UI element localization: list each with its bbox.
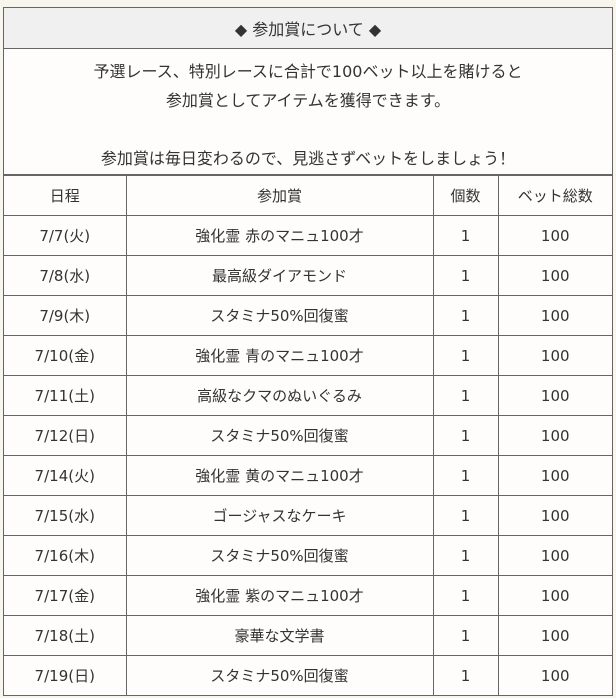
intro-line-1: 予選レース、特別レースに合計で100ベット以上を賭けると [93,62,523,81]
table-row: 7/10(金) 強化霊 青のマニュ100才 1 100 [4,335,612,376]
quantity-cell: 1 [432,335,499,376]
total-bet-cell: 100 [497,375,612,416]
quantity-cell: 1 [432,655,499,695]
date-cell: 7/19(日) [4,655,127,695]
quantity-cell: 1 [432,455,499,496]
table-header-row: 日程 参加賞 個数 ベット総数 [4,175,612,216]
prize-cell: 強化霊 紫のマニュ100才 [125,575,434,616]
date-cell: 7/8(水) [4,255,127,296]
total-bet-cell: 100 [497,615,612,656]
table-row: 7/11(土) 高級なクマのぬいぐるみ 1 100 [4,375,612,416]
quantity-cell: 1 [432,615,499,656]
total-bet-cell: 100 [497,455,612,496]
prize-cell: 最高級ダイアモンド [125,255,434,296]
table-row: 7/12(日) スタミナ50%回復蜜 1 100 [4,415,612,456]
prize-cell: スタミナ50%回復蜜 [125,655,434,695]
prize-cell: スタミナ50%回復蜜 [125,535,434,576]
table-row: 7/15(水) ゴージャスなケーキ 1 100 [4,495,612,536]
intro-line-3: 参加賞は毎日変わるので、見逃さずベットをしましょう！ [100,149,516,168]
total-bet-cell: 100 [497,335,612,376]
prize-cell: 強化霊 青のマニュ100才 [125,335,434,376]
participation-prize-panel: ◆ 参加賞について ◆ 予選レース、特別レースに合計で100ベット以上を賭けると… [3,7,613,696]
prize-cell: 強化霊 黄のマニュ100才 [125,455,434,496]
table-row: 7/14(火) 強化霊 黄のマニュ100才 1 100 [4,455,612,496]
quantity-cell: 1 [432,575,499,616]
date-cell: 7/16(木) [4,535,127,576]
intro-line-2: 参加賞としてアイテムを獲得できます。 [165,91,451,110]
table-row: 7/9(木) スタミナ50%回復蜜 1 100 [4,295,612,336]
date-cell: 7/11(土) [4,375,127,416]
date-cell: 7/18(土) [4,615,127,656]
total-bet-cell: 100 [497,575,612,616]
quantity-cell: 1 [432,535,499,576]
prize-cell: 豪華な文学書 [125,615,434,656]
date-cell: 7/9(木) [4,295,127,336]
table-row: 7/17(金) 強化霊 紫のマニュ100才 1 100 [4,575,612,616]
date-cell: 7/10(金) [4,335,127,376]
total-bet-cell: 100 [497,655,612,695]
prize-cell: スタミナ50%回復蜜 [125,295,434,336]
table-row: 7/7(火) 強化霊 赤のマニュ100才 1 100 [4,215,612,256]
header-prize: 参加賞 [125,175,434,216]
total-bet-cell: 100 [497,535,612,576]
date-cell: 7/7(火) [4,215,127,256]
total-bet-cell: 100 [497,295,612,336]
header-quantity: 個数 [432,175,499,216]
header-date: 日程 [4,175,127,216]
prize-table: 日程 参加賞 個数 ベット総数 7/7(火) 強化霊 赤のマニュ100才 1 100 7… [4,175,612,695]
table-row: 7/19(日) スタミナ50%回復蜜 1 100 [4,655,612,695]
intro-text: 予選レース、特別レースに合計で100ベット以上を賭けると 参加賞としてアイテムを… [4,49,612,175]
quantity-cell: 1 [432,255,499,296]
total-bet-cell: 100 [497,495,612,536]
date-cell: 7/15(水) [4,495,127,536]
panel-title: ◆ 参加賞について ◆ [4,8,612,49]
prize-cell: スタミナ50%回復蜜 [125,415,434,456]
date-cell: 7/17(金) [4,575,127,616]
table-row: 7/8(水) 最高級ダイアモンド 1 100 [4,255,612,296]
quantity-cell: 1 [432,415,499,456]
total-bet-cell: 100 [497,215,612,256]
quantity-cell: 1 [432,295,499,336]
prize-cell: ゴージャスなケーキ [125,495,434,536]
prize-cell: 強化霊 赤のマニュ100才 [125,215,434,256]
total-bet-cell: 100 [497,255,612,296]
total-bet-cell: 100 [497,415,612,456]
quantity-cell: 1 [432,375,499,416]
quantity-cell: 1 [432,215,499,256]
quantity-cell: 1 [432,495,499,536]
prize-cell: 高級なクマのぬいぐるみ [125,375,434,416]
date-cell: 7/12(日) [4,415,127,456]
date-cell: 7/14(火) [4,455,127,496]
table-row: 7/16(木) スタミナ50%回復蜜 1 100 [4,535,612,576]
table-row: 7/18(土) 豪華な文学書 1 100 [4,615,612,656]
header-total-bet: ベット総数 [497,175,612,216]
